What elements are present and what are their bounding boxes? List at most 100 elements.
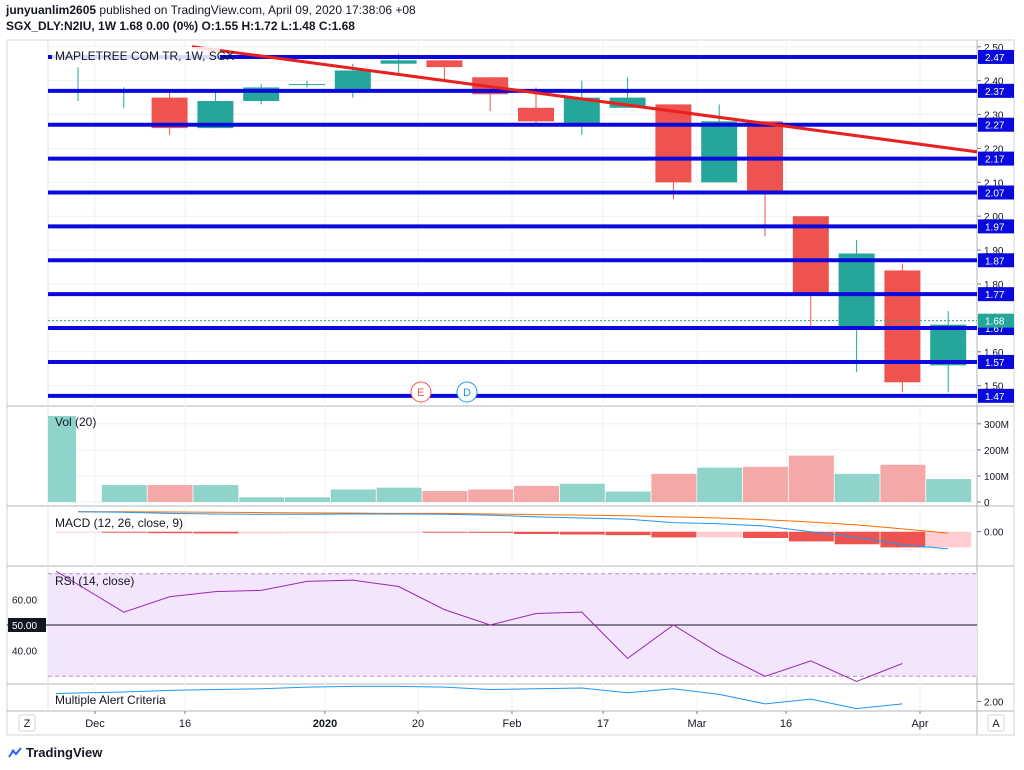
alert-label: Multiple Alert Criteria (55, 693, 166, 707)
last-price-tag-label: 1.68 (985, 317, 1005, 328)
macd-histogram-bar (880, 531, 926, 548)
macd-histogram-bar (330, 531, 376, 533)
level-price-label: 1.47 (985, 392, 1005, 403)
price-tick-label: 2.20 (984, 144, 1004, 155)
time-tick-label: 20 (412, 718, 424, 730)
volume-bar (926, 479, 972, 502)
candle-body (609, 97, 646, 108)
level-price-label: 1.57 (985, 358, 1005, 369)
ohlc-high-label: H: (241, 19, 255, 33)
volume-bar (330, 489, 376, 502)
macd-histogram-bar (468, 531, 514, 533)
ohlc-low-label: L: (280, 19, 293, 33)
volume-bar (193, 485, 239, 502)
ohlc-close-label: C: (318, 19, 332, 33)
candle-body (701, 121, 738, 183)
level-price-label: 2.37 (985, 87, 1005, 98)
rsi-tick-label: 60.00 (12, 595, 37, 606)
level-price-label: 2.07 (985, 189, 1005, 200)
author-name[interactable]: junyuanlim2605 (6, 3, 97, 17)
volume-bar (788, 455, 834, 502)
ohlc-high: 1.72 (254, 19, 278, 33)
price-change: 0.00 (0%) (146, 19, 199, 33)
candle-body (655, 104, 692, 183)
level-price-tag (978, 219, 1014, 234)
macd-line (77, 511, 949, 550)
alert-line (55, 685, 903, 710)
candle-body (930, 324, 967, 366)
price-tick-label: 2.50 (984, 43, 1004, 54)
publish-line: junyuanlim2605 published on TradingView.… (6, 3, 416, 17)
macd-histogram-bar (422, 531, 468, 533)
time-tick-label: 2020 (313, 718, 337, 730)
chart-title-bg (52, 47, 220, 63)
price-tick-label: 1.80 (984, 280, 1004, 291)
candle-body (792, 216, 829, 295)
macd-label: MACD (12, 26, close, 9) (55, 516, 183, 530)
level-price-label: 2.17 (985, 155, 1005, 166)
macd-histogram-bar (376, 531, 422, 533)
chart-frame (6, 39, 1015, 736)
volume-bar (422, 491, 468, 502)
price-tick-label: 1.90 (984, 246, 1004, 257)
price-tick-label: 2.00 (984, 212, 1004, 223)
macd-histogram-bar (926, 531, 972, 548)
volume-bar (376, 487, 422, 502)
macd-histogram-bar (239, 531, 285, 534)
rsi-line (55, 570, 903, 682)
level-price-tag (978, 49, 1014, 64)
volume-bar (468, 489, 514, 502)
volume-bar (285, 497, 330, 502)
tradingview-logo-icon (8, 746, 22, 758)
tradingview-footer[interactable]: TradingView (8, 745, 102, 760)
time-tick-label: Mar (688, 718, 707, 730)
macd-histogram-bar (605, 531, 651, 536)
macd-histogram-bar (147, 531, 193, 534)
time-tick-label: 16 (780, 718, 792, 730)
ohlc-low: 1.48 (292, 19, 316, 33)
macd-histogram-bar (559, 531, 605, 535)
chart-title: MAPLETREE COM TR, 1W, SGX (55, 49, 234, 63)
rsi-tick-label: 40.00 (12, 647, 37, 658)
auto-scale-button-label: A (992, 718, 1000, 730)
level-price-label: 1.77 (985, 290, 1005, 301)
rsi-label: RSI (14, close) (55, 574, 134, 588)
volume-bar (559, 483, 605, 502)
volume-bar (651, 473, 697, 502)
price-tick-label: 2.40 (984, 77, 1004, 88)
level-price-tag (978, 354, 1014, 369)
volume-tick-label: 200M (984, 446, 1009, 457)
macd-histogram-bar (56, 531, 101, 533)
last-price-tag (978, 313, 1014, 328)
auto-scale-button[interactable] (987, 714, 1005, 732)
level-price-tag (978, 253, 1014, 268)
macd-histogram-bar (697, 531, 743, 538)
ohlc-close: 1.68 (331, 19, 355, 33)
candle-body (334, 70, 371, 91)
macd-zero-label: 0.00 (984, 528, 1004, 539)
event-marker-label: E (417, 387, 424, 399)
candle-body (563, 97, 600, 125)
time-tick-label: Feb (503, 718, 522, 730)
rsi-mid-label: 50.00 (12, 621, 37, 632)
volume-bar (514, 485, 559, 502)
volume-bar (880, 464, 926, 502)
macd-histogram-bar (651, 531, 697, 538)
zoom-button[interactable] (18, 714, 36, 732)
volume-tick-label: 300M (984, 420, 1009, 431)
level-price-tag (978, 151, 1014, 166)
zoom-button-label: Z (24, 718, 31, 730)
level-price-label: 1.67 (985, 324, 1005, 335)
last-price: 1.68 (119, 19, 143, 33)
time-tick-label: Apr (911, 718, 928, 730)
time-tick-label: 17 (597, 718, 609, 730)
event-marker-e (410, 381, 432, 403)
level-price-tag (978, 117, 1014, 132)
candle-body (518, 107, 554, 122)
volume-bar (743, 466, 788, 502)
rsi-mid-tag (8, 618, 46, 632)
volume-tick-label: 100M (984, 472, 1009, 483)
level-price-tag (978, 83, 1014, 98)
macd-histogram-bar (193, 531, 239, 534)
